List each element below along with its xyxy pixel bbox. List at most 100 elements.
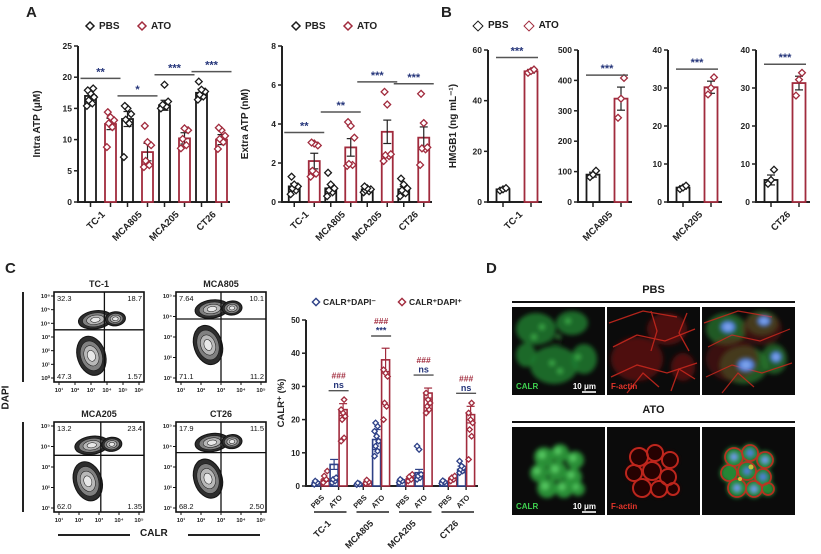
data-point-diamond [363, 476, 371, 484]
label: 10³ [217, 387, 225, 394]
data-point-diamond [379, 366, 388, 374]
label: 10¹ [177, 387, 185, 394]
bar [84, 95, 97, 203]
label: MCA205 [671, 209, 706, 244]
label: 30 [291, 382, 300, 391]
data-point-diamond [323, 467, 331, 475]
label: 10² [164, 485, 172, 492]
data-point-diamond [616, 94, 626, 103]
plot-frame [53, 421, 145, 513]
data-point-diamond [338, 415, 346, 424]
data-point-diamond [181, 140, 191, 150]
data-point-diamond [396, 475, 404, 483]
label: 10.1 [249, 294, 264, 303]
label: 0 [657, 197, 662, 207]
contour [228, 439, 236, 444]
label: ** [300, 121, 309, 133]
label: CT26 [769, 209, 793, 233]
label: Extra ATP (nM) [240, 89, 251, 159]
label: ATO [412, 493, 429, 510]
actin-filaments [608, 310, 698, 394]
label: *** [407, 72, 421, 84]
data-point-diamond [464, 455, 473, 464]
data-point-diamond [102, 142, 112, 152]
micro-pbs-calr-image: CALR 10 μm [512, 307, 605, 395]
label: 15 [63, 103, 73, 113]
ato-legend-label: ATO [538, 20, 559, 31]
flow-plot-mca205: MCA205 10⁵ 10⁴ 10³ 10² 10¹ 10¹ 10² 10³ 10⁴ 10⁵ 13.2… [41, 409, 145, 524]
label: 10⁵ [256, 518, 265, 524]
label: *** [376, 326, 387, 336]
label: TC-1 [89, 279, 109, 289]
data-point-diamond [178, 134, 188, 144]
label: ATO [369, 493, 386, 510]
pbs-row-header: PBS [642, 284, 665, 296]
data-point-diamond [619, 73, 629, 83]
bar [158, 104, 171, 203]
label: 10⁵ [163, 294, 172, 300]
label: 11.2 [250, 372, 264, 381]
hmgb1-chart-ct26: 0 10 20 30 40 *** CT26 [741, 45, 810, 234]
contour [86, 442, 97, 449]
contour [207, 306, 217, 312]
data-point-diamond [380, 399, 389, 407]
label: TC-1 [502, 209, 525, 232]
label: ** [336, 100, 345, 112]
data-point-diamond [769, 165, 779, 175]
label: ns [461, 383, 472, 393]
data-point-diamond [158, 100, 168, 109]
data-point-diamond [591, 166, 601, 176]
label: CALR [516, 382, 538, 391]
data-point-diamond [466, 415, 475, 424]
label: 1.57 [127, 372, 142, 381]
label: 10³ [217, 517, 225, 524]
data-point-diamond [457, 462, 466, 470]
label: 10¹ [42, 361, 50, 368]
label: ** [96, 66, 105, 78]
label: 23.4 [127, 424, 142, 433]
data-point-diamond [413, 442, 421, 450]
label: 13.2 [57, 424, 72, 433]
label: 50 [291, 316, 300, 325]
data-point-diamond [360, 182, 369, 191]
data-point-diamond [370, 452, 379, 460]
data-point-diamond [455, 457, 464, 465]
data-point-diamond [709, 73, 719, 82]
label: CALR⁺DAPI⁻ [323, 297, 376, 307]
label: 10 [653, 159, 663, 169]
label: 10⁶ [41, 294, 50, 300]
data-point-diamond [451, 472, 459, 480]
micro-ato-calr-image: CALR 10 μm [512, 427, 605, 515]
label: 71.1 [179, 372, 194, 381]
merge-cells [706, 311, 787, 384]
label: TC-1 [85, 209, 108, 232]
label: 2.50 [249, 502, 264, 511]
label: 20 [741, 121, 751, 131]
flow-plot-ct26: CT26 10⁵ 10⁴ 10³ 10² 10¹ 10¹ 10² 10³ 10⁴ 10⁵ 17.9 11… [163, 409, 267, 524]
contour [228, 305, 236, 311]
label: CALR⁺ (%) [276, 379, 287, 428]
label: 10¹ [164, 375, 172, 382]
label: ### [459, 373, 473, 383]
data-point-diamond [84, 95, 94, 105]
data-point-diamond [417, 470, 425, 478]
cell-rings [720, 444, 775, 498]
micro-ato-factin-image: F-actin [607, 427, 700, 515]
intra-atp-chart: PBS ATO 0 5 10 15 20 25 Intra ATP (μM) ** TC-1 * MCA… [32, 20, 232, 244]
red-cell-cluster [625, 444, 680, 498]
data-point-diamond [794, 75, 804, 84]
data-point-diamond [613, 113, 623, 123]
flow-ylabel: DAPI [0, 385, 12, 410]
data-point-diamond [706, 83, 716, 93]
label: 10² [42, 348, 50, 355]
data-point-diamond [350, 133, 359, 142]
label: MCA805 [110, 209, 145, 244]
data-point-diamond [467, 432, 476, 440]
cell-rings [625, 444, 680, 498]
label: 4 [271, 119, 276, 129]
data-point-diamond [416, 89, 426, 99]
data-point-diamond [419, 118, 429, 128]
data-point-diamond [88, 84, 98, 93]
label: 10⁴ [236, 518, 245, 524]
label: 62.0 [57, 502, 72, 511]
